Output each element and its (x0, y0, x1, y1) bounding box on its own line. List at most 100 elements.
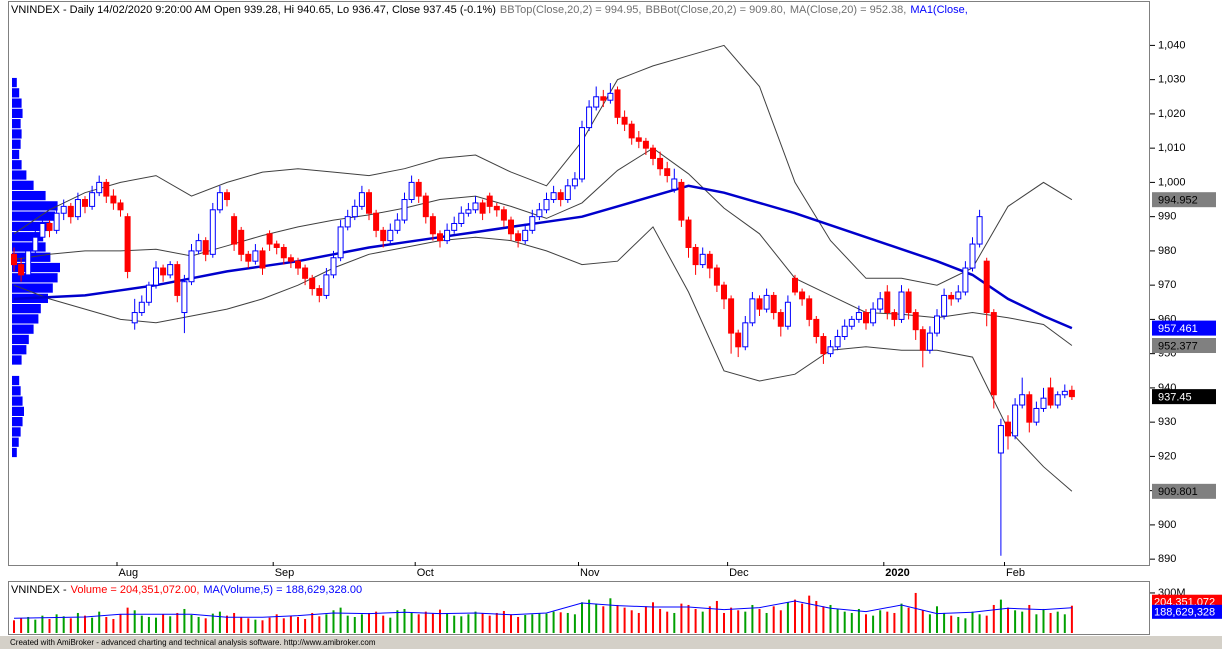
volume-profile-bar (12, 324, 34, 334)
candle-body (53, 212, 60, 231)
candle-body (437, 233, 443, 242)
candle-body (1040, 397, 1047, 409)
candle-body (1047, 387, 1054, 406)
candle-body (231, 216, 238, 245)
candle-body (195, 240, 202, 252)
volume-profile-bar (12, 396, 23, 406)
candle-body (11, 253, 17, 266)
value-flag (1152, 389, 1216, 405)
x-tick-label: Sep (275, 567, 295, 579)
candle-body (32, 236, 39, 252)
candle-body (124, 216, 131, 272)
candle-body (884, 291, 891, 314)
candle-body (479, 202, 486, 214)
candle-body (1019, 394, 1026, 406)
candle-body (997, 425, 1004, 454)
volume-profile-bar (12, 160, 22, 170)
candle-body (969, 243, 976, 269)
candle-body (855, 312, 862, 320)
candle-body (252, 250, 259, 262)
volume-profile-bar (12, 139, 21, 149)
x-tick-label: Feb (1006, 567, 1025, 579)
candle-body (848, 318, 855, 327)
candle-body (273, 243, 280, 248)
value-flag (1152, 320, 1216, 336)
candle-body (1026, 394, 1033, 423)
candle-body (976, 216, 983, 245)
candle-body (962, 267, 969, 293)
header-part: Volume = 204,351,072.00, (71, 584, 200, 596)
value-flag-label: 952.377 (1158, 340, 1198, 352)
header-part: VNINDEX - (11, 584, 67, 596)
candle-body (500, 209, 507, 221)
candle-body (287, 257, 294, 262)
y-tick-label: 980 (1158, 245, 1176, 257)
candle-body (820, 336, 827, 355)
y-tick-label: 1,010 (1158, 142, 1186, 154)
candle-body (898, 291, 905, 320)
candle-body (39, 223, 46, 238)
candle-body (955, 291, 962, 300)
candle-body (713, 267, 720, 286)
y-tick-label: 1,000 (1158, 176, 1186, 188)
candle-body (983, 260, 990, 314)
candle-body (678, 181, 685, 221)
volume-profile-bar (12, 242, 46, 252)
candle-body (799, 291, 806, 300)
pane-header: VNINDEX - Daily 14/02/2020 9:20:00 AM Op… (11, 4, 968, 16)
candle-body (685, 219, 692, 248)
candle-body (373, 212, 380, 231)
candle-body (628, 123, 635, 139)
y-tick-label: 970 (1158, 279, 1176, 291)
header-part: MA(Close,20) = 952.38, (790, 4, 906, 16)
candle-body (1061, 390, 1068, 396)
candle-body (46, 223, 53, 231)
y-tick-label: 900 (1158, 519, 1176, 531)
candle-body (564, 185, 571, 201)
candle-body (259, 250, 266, 269)
volume-profile-bar (12, 303, 41, 314)
candle-body (209, 209, 216, 255)
candle-body (422, 195, 429, 218)
candle-body (770, 294, 777, 314)
candle-body (224, 192, 230, 201)
candle-body (344, 216, 351, 228)
candle-body (451, 223, 458, 231)
candle-body (351, 205, 358, 218)
candle-body (870, 308, 877, 324)
y-tick-label: 1,040 (1158, 39, 1186, 51)
volume-profile-bar (12, 221, 51, 232)
candle-body (145, 284, 152, 303)
header-part: VNINDEX - Daily 14/02/2020 9:20:00 AM Op… (11, 4, 496, 16)
volume-profile-bar (12, 437, 19, 447)
candle-body (841, 325, 848, 338)
candle-body (891, 312, 898, 320)
volume-flag-label: 188,629,328 (1154, 607, 1215, 619)
candle-body (216, 192, 223, 211)
candle-body (138, 301, 145, 314)
candle-body (486, 195, 493, 207)
header-part: BBTop(Close,20,2) = 994.95, (500, 4, 642, 16)
candle-body (756, 298, 763, 310)
x-tick-label: Nov (580, 567, 600, 579)
candle-body (990, 312, 997, 396)
volume-profile-bar (12, 386, 21, 396)
candle-body (777, 312, 784, 327)
candle-body (742, 322, 749, 348)
candle-body (550, 192, 557, 201)
candle-body (18, 264, 25, 276)
x-tick-label: Oct (417, 567, 434, 579)
candle-body (614, 89, 621, 118)
candle-body (110, 195, 117, 204)
candle-body (358, 192, 365, 207)
candle-body (863, 312, 869, 324)
candle-body (934, 315, 940, 334)
candle-body (295, 260, 301, 269)
footer-text: Created with AmiBroker - advanced charti… (10, 638, 376, 647)
candle-body (721, 284, 727, 300)
candle-body (905, 291, 912, 314)
candle-body (926, 332, 933, 351)
candle-body (96, 181, 103, 194)
